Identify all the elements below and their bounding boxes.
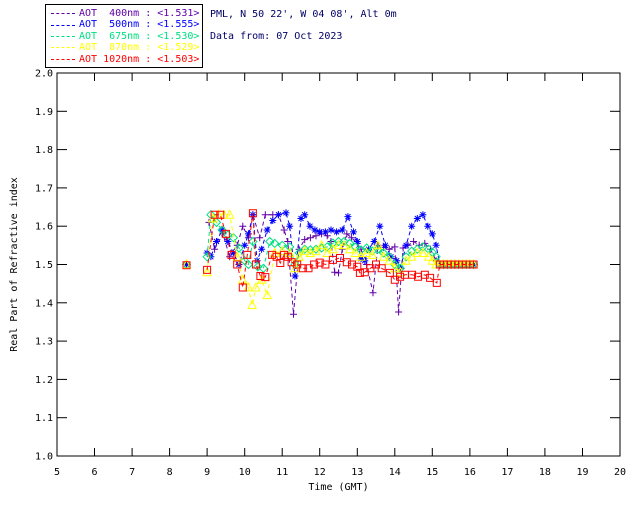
legend-dashed-line-swatch <box>51 13 75 15</box>
legend-item-2: AOT 500nm : <1.555> <box>50 19 200 31</box>
y-axis-title: Real Part of Refractive index <box>9 177 20 352</box>
legend-label: AOT 1020nm : <1.503> <box>79 53 200 65</box>
x-axis-title: Time (GMT) <box>308 482 368 493</box>
legend: AOT 400nm : <1.531> AOT 500nm : <1.555> AO… <box>45 4 203 68</box>
data-markers-square <box>182 261 191 270</box>
legend-item-4: AOT 870nm : <1.529> <box>50 42 200 54</box>
y-tick-label: 1.7 <box>35 183 53 194</box>
x-tick-label: 7 <box>129 467 135 478</box>
y-tick-label: 1.5 <box>35 260 53 271</box>
x-tick-label: 15 <box>426 467 438 478</box>
x-tick-label: 6 <box>91 467 97 478</box>
legend-item-1: AOT 400nm : <1.531> <box>50 8 200 19</box>
data-date: Data from: 07 Oct 2023 <box>210 31 343 42</box>
y-tick-label: 1.3 <box>35 337 53 348</box>
series-aot-1020nm <box>182 209 478 292</box>
plot-axes: 5 6 7 8 9 10 11 12 13 14 15 16 17 18 19 20 1.0 1.1 1.2 1.3 1… <box>9 69 626 494</box>
legend-dashed-line-swatch <box>51 47 75 49</box>
y-tick-label: 1.2 <box>35 375 53 386</box>
y-tick-label: 1.6 <box>35 222 53 233</box>
y-tick-label: 2.0 <box>35 69 53 80</box>
x-tick-label: 11 <box>276 467 288 478</box>
y-tick-label: 1.0 <box>35 452 53 463</box>
y-tick-label: 1.1 <box>35 413 53 424</box>
x-tick-label: 19 <box>576 467 588 478</box>
y-tick-label: 1.8 <box>35 145 53 156</box>
legend-label: AOT 675nm : <1.530> <box>79 30 200 42</box>
x-tick-label: 16 <box>464 467 476 478</box>
data-markers-triangle <box>181 258 192 269</box>
legend-dashed-line-swatch <box>51 35 75 37</box>
legend-item-5: AOT 1020nm : <1.503> <box>50 53 200 65</box>
data-markers-square <box>203 209 478 292</box>
x-tick-label: 10 <box>239 467 251 478</box>
x-tick-label: 18 <box>539 467 551 478</box>
legend-dashed-line-swatch <box>51 58 75 60</box>
x-tick-label: 17 <box>501 467 513 478</box>
legend-label: AOT 500nm : <1.555> <box>79 19 200 31</box>
x-tick-label: 12 <box>314 467 326 478</box>
data-markers-asterisk <box>183 261 190 268</box>
legend-dashed-line-swatch <box>51 24 75 26</box>
x-tick-label: 9 <box>204 467 210 478</box>
x-tick-label: 5 <box>54 467 60 478</box>
station-info: PML, N 50 22', W 04 08', Alt 0m <box>210 9 397 20</box>
legend-label: AOT 400nm : <1.531> <box>79 8 200 19</box>
x-tick-label: 14 <box>389 467 401 478</box>
legend-item-3: AOT 675nm : <1.530> <box>50 30 200 42</box>
series-aot-870nm <box>181 209 479 310</box>
x-tick-label: 8 <box>167 467 173 478</box>
legend-label: AOT 870nm : <1.529> <box>79 42 200 54</box>
x-tick-label: 20 <box>614 467 626 478</box>
y-tick-label: 1.9 <box>35 107 53 118</box>
y-tick-label: 1.4 <box>35 298 53 309</box>
x-tick-label: 13 <box>351 467 363 478</box>
